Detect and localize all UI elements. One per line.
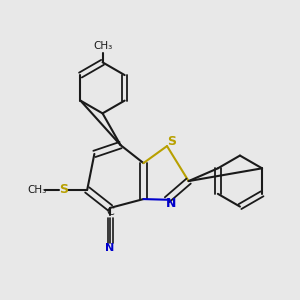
Text: S: S: [59, 183, 68, 196]
Text: N: N: [166, 197, 176, 211]
Text: N: N: [106, 243, 115, 253]
Text: CH₃: CH₃: [28, 185, 47, 195]
Text: S: S: [167, 135, 176, 148]
Text: CH₃: CH₃: [93, 41, 112, 51]
Text: C: C: [106, 207, 114, 217]
